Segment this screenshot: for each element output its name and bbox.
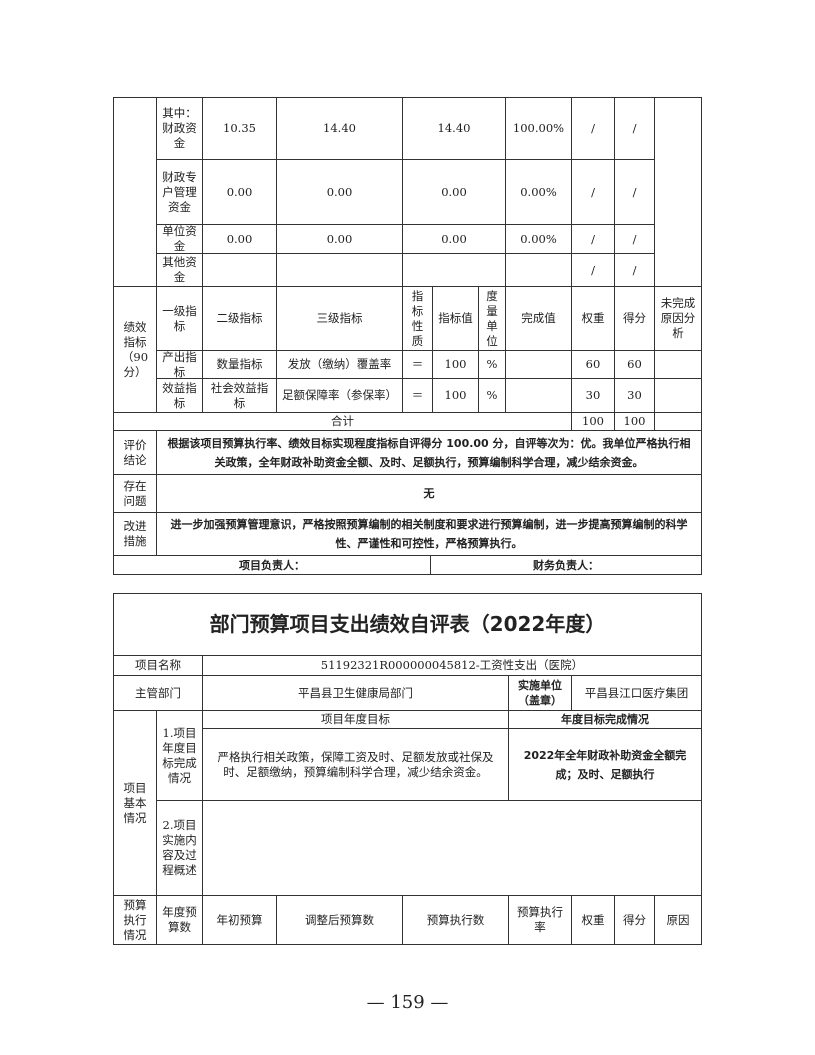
indicator-header: 完成值: [505, 286, 572, 351]
indicator-level2: 数量指标: [202, 350, 277, 379]
budget-header: 权重: [571, 895, 615, 945]
completion-text: 2022年全年财政补助资金全额完成；及时、足额执行: [508, 728, 702, 801]
conclusion-label: 评价结论: [113, 430, 157, 475]
indicator-value: 100: [432, 350, 479, 379]
indicator-reason: [654, 378, 702, 413]
prev-section-right-cell: [654, 97, 702, 287]
funding-executed: 14.40: [402, 97, 506, 160]
improvements-label: 改进措施: [113, 512, 157, 556]
form-title: 部门预算项目支出绩效自评表（2022年度）: [113, 593, 702, 656]
dept-label: 主管部门: [113, 675, 203, 711]
total-label: 合计: [113, 412, 572, 431]
funding-initial: 0.00: [202, 224, 277, 254]
budget-label: 预算执行情况: [113, 895, 157, 945]
funding-score: /: [614, 97, 655, 160]
funding-initial: 10.35: [202, 97, 277, 160]
indicator-header: 三级指标: [276, 286, 403, 351]
indicators-section-label: 绩效指标（90分）: [113, 286, 157, 413]
indicator-score: 60: [614, 350, 655, 379]
impl-unit: 平昌县江口医疗集团: [571, 675, 702, 711]
project-name-label: 项目名称: [113, 655, 203, 676]
funding-weight: /: [571, 159, 615, 225]
indicator-header: 度量单位: [478, 286, 506, 351]
funding-weight: /: [571, 224, 615, 254]
indicator-header: 未完成原因分析: [654, 286, 702, 351]
impl-unit-label: 实施单位（盖章）: [508, 675, 572, 711]
funding-executed: [402, 253, 506, 287]
funding-label: 其他资金: [156, 253, 203, 287]
funding-initial: 0.00: [202, 159, 277, 225]
indicator-nature: ＝: [402, 350, 433, 379]
budget-header: 年度预算数: [156, 895, 203, 945]
prev-section-label-cell: [113, 97, 157, 287]
goal-label: 1.项目年度目标完成情况: [156, 710, 203, 801]
indicator-level2: 社会效益指标: [202, 378, 277, 413]
funding-rate: 0.00%: [505, 159, 572, 225]
total-reason: [654, 412, 702, 431]
funding-label: 单位资金: [156, 224, 203, 254]
improvements-text: 进一步加强预算管理意识，严格按照预算编制的相关制度和要求进行预算编制，进一步提高…: [156, 512, 702, 556]
indicator-header: 得分: [614, 286, 655, 351]
funding-adjusted: 0.00: [276, 224, 403, 254]
funding-adjusted: 0.00: [276, 159, 403, 225]
budget-header: 年初预算: [202, 895, 277, 945]
indicator-actual: [505, 378, 572, 413]
indicator-weight: 60: [571, 350, 615, 379]
funding-score: /: [614, 253, 655, 287]
indicator-reason: [654, 350, 702, 379]
indicator-level1: 效益指标: [156, 378, 203, 413]
indicator-score: 30: [614, 378, 655, 413]
page-number: — 159 —: [366, 992, 449, 1013]
conclusion-text: 根据该项目预算执行率、绩效目标实现程度指标自评得分 100.00 分，自评等次为…: [156, 430, 702, 475]
funding-executed: 0.00: [402, 159, 506, 225]
problems-label: 存在问题: [113, 474, 157, 513]
budget-header: 得分: [614, 895, 655, 945]
funding-score: /: [614, 224, 655, 254]
funding-weight: /: [571, 253, 615, 287]
indicator-weight: 30: [571, 378, 615, 413]
funding-rate: 100.00%: [505, 97, 572, 160]
impl-content-label: 2.项目实施内容及过程概述: [156, 800, 203, 896]
total-score: 100: [614, 412, 655, 431]
funding-executed: 0.00: [402, 224, 506, 254]
goal-header: 项目年度目标: [202, 710, 509, 729]
goal-text: 严格执行相关政策，保障工资及时、足额发放或社保及时、足额缴纳，预算编制科学合理，…: [202, 728, 509, 801]
indicator-header: 一级指标: [156, 286, 203, 351]
funding-rate: 0.00%: [505, 224, 572, 254]
indicator-header: 指标性质: [402, 286, 433, 351]
problems-text: 无: [156, 474, 702, 513]
indicator-level3: 发放（缴纳）覆盖率: [276, 350, 403, 379]
indicator-unit: %: [478, 350, 506, 379]
finance-lead-signature: 财务负责人：: [430, 555, 702, 575]
impl-content: [202, 800, 702, 896]
indicator-actual: [505, 350, 572, 379]
project-lead-signature: 项目负责人：: [113, 555, 431, 575]
funding-label: 财政专户管理资金: [156, 159, 203, 225]
indicator-level1: 产出指标: [156, 350, 203, 379]
funding-weight: /: [571, 97, 615, 160]
funding-score: /: [614, 159, 655, 225]
funding-rate: [505, 253, 572, 287]
indicator-header: 指标值: [432, 286, 479, 351]
budget-header: 预算执行率: [508, 895, 572, 945]
funding-adjusted: 14.40: [276, 97, 403, 160]
indicator-unit: %: [478, 378, 506, 413]
indicator-level3: 足额保障率（参保率）: [276, 378, 403, 413]
funding-label: 其中：财政资金: [156, 97, 203, 160]
total-weight: 100: [571, 412, 615, 431]
dept: 平昌县卫生健康局部门: [202, 675, 509, 711]
indicator-header: 二级指标: [202, 286, 277, 351]
basic-info-label: 项目基本情况: [113, 710, 157, 896]
completion-header: 年度目标完成情况: [508, 710, 702, 729]
indicator-value: 100: [432, 378, 479, 413]
budget-header: 原因: [654, 895, 702, 945]
budget-header: 预算执行数: [402, 895, 509, 945]
funding-adjusted: [276, 253, 403, 287]
indicator-header: 权重: [571, 286, 615, 351]
project-name: 51192321R000000045812-工资性支出（医院）: [202, 655, 702, 676]
budget-header: 调整后预算数: [276, 895, 403, 945]
indicator-nature: ＝: [402, 378, 433, 413]
funding-initial: [202, 253, 277, 287]
